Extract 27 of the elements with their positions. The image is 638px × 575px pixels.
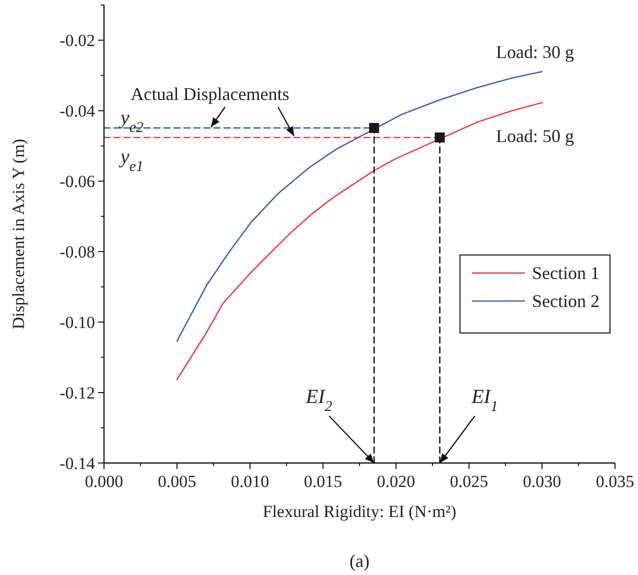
x-tick-label: 0.020	[376, 472, 416, 491]
x-tick-label: 0.035	[596, 472, 634, 491]
annotation: y$_{e1}$	[118, 146, 144, 175]
annotation: Load: 30 g	[496, 42, 574, 62]
x-tick-label: 0.010	[230, 472, 270, 491]
annotation: Load: 50 g	[496, 126, 574, 146]
text: (a)	[350, 551, 370, 571]
y-tick-label: -0.08	[60, 242, 95, 262]
x-tick-label: 0.015	[304, 472, 342, 491]
x-tick-label: 0.030	[522, 472, 562, 491]
legend-label: Section 2	[532, 291, 600, 311]
y-axis-title: Displacement in Axis Y (m)	[9, 138, 28, 330]
x-tick-label: 0.005	[158, 472, 196, 491]
annotation: EI$_{1}$	[470, 386, 498, 415]
y-tick-label: -0.02	[60, 31, 95, 50]
y-tick-label: -0.06	[60, 172, 95, 192]
y-tick-label: -0.12	[60, 384, 95, 403]
y-tick-label: -0.14	[60, 454, 96, 473]
y-tick-label: -0.04	[60, 102, 96, 121]
x-tick-label: 0.000	[84, 472, 124, 491]
legend-label: Section 1	[532, 263, 600, 283]
y-tick-label: -0.10	[60, 313, 95, 332]
annotation: Actual Displacements	[130, 84, 290, 104]
annotation: y$_{e2}$	[118, 107, 144, 136]
annotation: EI$_{2}$	[304, 386, 333, 415]
x-tick-label: 0.025	[450, 472, 488, 491]
x-axis-title: Flexural Rigidity: EI (N·m²)	[262, 502, 456, 521]
